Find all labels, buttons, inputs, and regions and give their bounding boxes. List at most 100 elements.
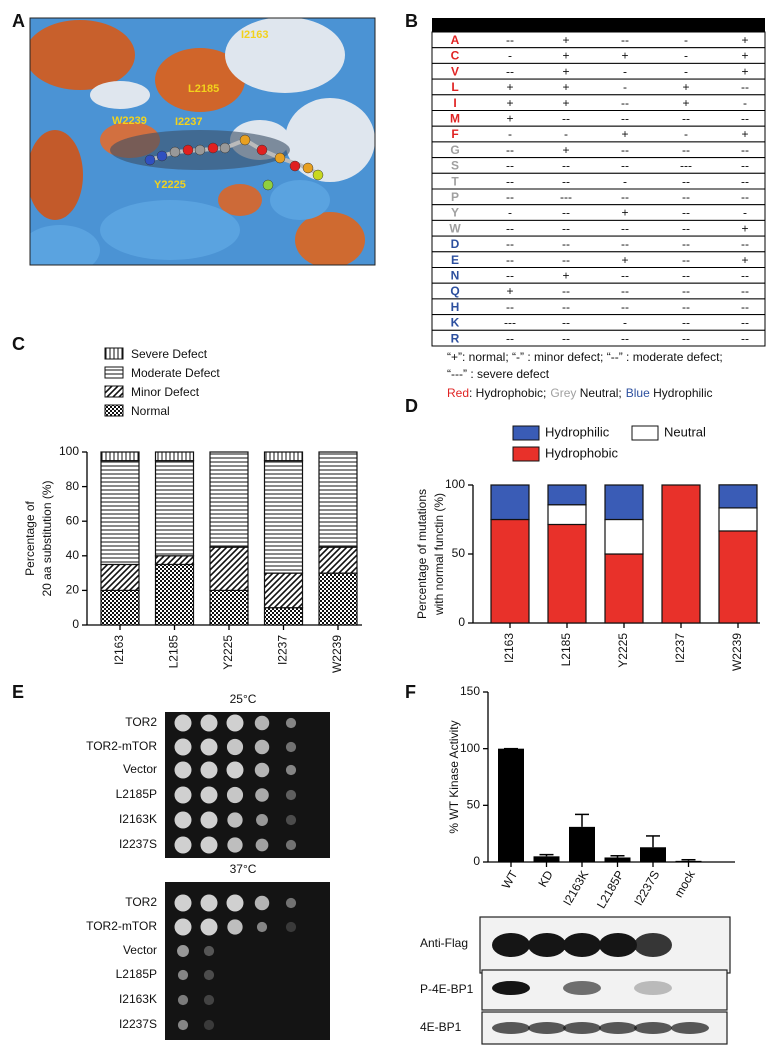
legend-label: Moderate Defect <box>131 366 220 380</box>
amino-acid: K <box>451 316 460 330</box>
colony-spot <box>226 786 244 804</box>
bar-segment <box>547 504 587 526</box>
colony-spot <box>200 786 218 804</box>
table-row <box>431 219 766 237</box>
amino-acid: I <box>453 96 456 110</box>
legend-label: Hydrophilic <box>545 424 610 439</box>
table-cell: - <box>564 127 568 141</box>
colony-spot <box>256 921 268 933</box>
color-key: Red: Hydrophobic; Grey Neutral; Blue Hydro… <box>447 386 713 400</box>
table-cell: -- <box>682 269 690 283</box>
table-cell: -- <box>562 316 570 330</box>
colony-spot <box>226 761 244 779</box>
table-cell: + <box>562 49 569 63</box>
bar-segment <box>318 572 358 626</box>
y-tick-label: 100 <box>59 444 79 458</box>
neutral-patch <box>285 98 375 182</box>
key-color: Grey <box>550 386 576 400</box>
panel-label: C <box>12 334 25 354</box>
legend-label: Normal <box>131 404 170 418</box>
table-cell: - <box>684 49 688 63</box>
hydrophobic-patch <box>30 20 135 90</box>
bar-segment <box>318 451 358 548</box>
amino-acid: A <box>451 33 460 47</box>
ligand-atom <box>274 152 286 164</box>
colony-spot <box>203 945 215 957</box>
amino-acid: P <box>451 190 459 204</box>
legend-swatch <box>104 347 124 360</box>
table-row <box>431 204 766 221</box>
bar-segment <box>100 589 140 626</box>
strain-label: TOR2-mTOR <box>86 919 157 933</box>
table-row <box>431 110 766 127</box>
table-cell: -- <box>682 190 690 204</box>
table-row <box>431 314 766 331</box>
colony-spot <box>226 714 244 732</box>
table-cell: -- <box>562 331 570 345</box>
y-tick-label: 50 <box>467 798 481 812</box>
amino-acid: E <box>451 253 459 267</box>
residue-label: W2239 <box>112 115 147 127</box>
x-tick-label: WT <box>499 868 521 892</box>
strain-label: I2237S <box>119 1017 157 1031</box>
blot-band <box>599 1022 637 1034</box>
bar-segment <box>604 518 644 555</box>
table-cell: + <box>741 127 748 141</box>
y-tick-label: 0 <box>72 617 79 631</box>
bar-segment <box>718 484 758 509</box>
table-cell: - <box>623 316 627 330</box>
table-cell: -- <box>562 284 570 298</box>
table-cell: -- <box>682 253 690 267</box>
table-cell: -- <box>741 159 749 173</box>
table-cell: + <box>506 96 513 110</box>
strain-label: I2163K <box>119 992 157 1006</box>
amino-acid: T <box>451 174 459 188</box>
table-cell: -- <box>741 316 749 330</box>
colony-spot <box>174 811 192 829</box>
table-cell: - <box>743 206 747 220</box>
error-bar <box>575 813 589 827</box>
table-row <box>431 94 766 112</box>
table-cell: - <box>508 127 512 141</box>
table-cell: -- <box>562 221 570 235</box>
table-cell: + <box>621 49 628 63</box>
amino-acid: N <box>451 269 460 283</box>
colony-spot <box>200 738 218 756</box>
amino-acid: Q <box>450 284 459 298</box>
legend-label: Minor Defect <box>131 385 200 399</box>
ligand-atom <box>207 142 219 154</box>
table-cell: -- <box>506 64 514 78</box>
table-cell: + <box>741 49 748 63</box>
x-tick-label: I2163 <box>112 635 126 665</box>
bar-segment <box>154 563 195 626</box>
colony-spot <box>285 921 297 933</box>
colony-spot <box>203 1019 215 1031</box>
colony-spot <box>174 894 192 912</box>
colony-spot <box>177 969 189 981</box>
legend-swatch <box>512 425 540 441</box>
colony-spot <box>177 1019 189 1031</box>
colony-spot <box>200 811 218 829</box>
colony-spot <box>285 789 297 801</box>
colony-spot <box>203 969 215 981</box>
table-cell: + <box>562 269 569 283</box>
table-cell: -- <box>741 300 749 314</box>
colony-spot <box>174 786 192 804</box>
table-cell: -- <box>621 143 629 157</box>
table-row <box>431 31 766 49</box>
table-row <box>431 78 766 96</box>
key-color: Red <box>447 386 469 400</box>
colony-spot <box>174 761 192 779</box>
bar-segment <box>718 507 758 532</box>
colony-spot <box>254 762 270 778</box>
bar-segment <box>547 523 587 624</box>
colony-spot <box>200 918 218 936</box>
x-tick-label: mock <box>671 867 698 900</box>
bar-segment <box>209 546 249 592</box>
hydrophilic-patch <box>100 200 240 260</box>
table-cell: --- <box>680 159 692 173</box>
amino-acid: W <box>449 221 461 235</box>
x-tick-label: I2237 <box>276 635 290 665</box>
amino-acid: F <box>451 127 458 141</box>
table-cell: + <box>562 96 569 110</box>
